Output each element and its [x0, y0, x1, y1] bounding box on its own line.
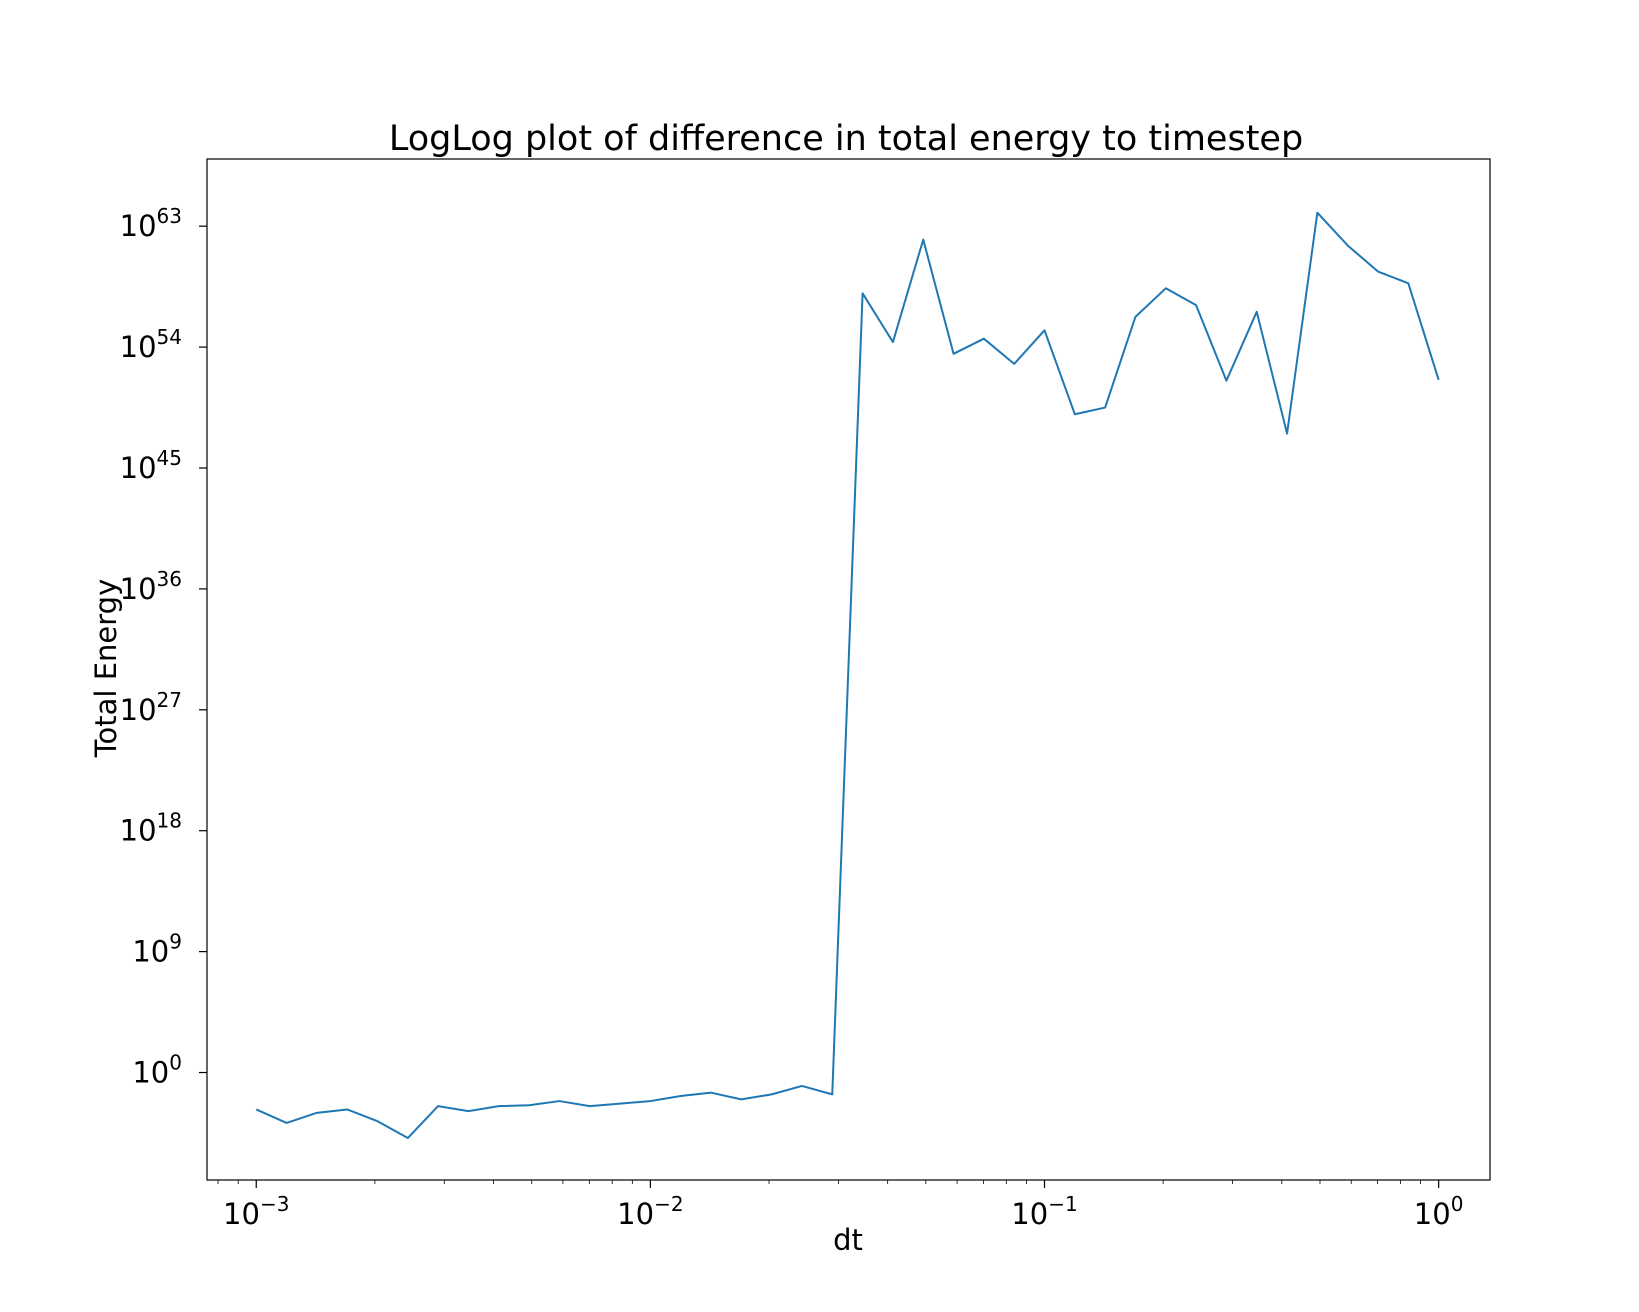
plot-frame	[206, 158, 1491, 1181]
y-tick-label-base: 10	[120, 693, 157, 727]
x-tick-label-base: 10	[617, 1197, 654, 1231]
y-tick-label-exponent: 0	[169, 1051, 182, 1075]
x-tick-label-base: 10	[223, 1197, 260, 1231]
y-tick-label: 100	[132, 1051, 182, 1090]
y-tick-label-base: 10	[120, 330, 157, 364]
x-axis-ticks: 10−3 10−2 10−1 100	[217, 1180, 1464, 1231]
y-tick-label-base: 10	[120, 572, 157, 606]
y-tick-label: 1018	[120, 809, 182, 848]
y-tick-label-exponent: 54	[157, 325, 182, 349]
y-tick-label-base: 10	[132, 935, 169, 969]
x-tick-label-exponent: 0	[1451, 1192, 1464, 1216]
x-tick-label: 10−2	[617, 1192, 683, 1231]
y-tick-label: 1027	[120, 688, 182, 727]
y-tick-label-base: 10	[132, 1056, 169, 1090]
y-tick-label-exponent: 36	[157, 567, 182, 591]
x-tick-label: 10−3	[223, 1192, 289, 1231]
x-tick-label-base: 10	[1414, 1197, 1451, 1231]
y-tick-label: 1036	[120, 567, 182, 606]
y-axis-label: Total Energy	[89, 579, 123, 758]
y-tick-label-exponent: 27	[157, 688, 182, 712]
series-line-0	[255, 211, 1440, 1140]
x-tick-label-exponent: −1	[1048, 1192, 1077, 1216]
y-tick-label-exponent: 63	[157, 204, 182, 228]
y-tick-label-base: 10	[120, 451, 157, 485]
y-tick-label: 1054	[120, 325, 182, 364]
y-tick-label-base: 10	[120, 209, 157, 243]
x-axis-label: dt	[833, 1223, 863, 1257]
plot-content	[255, 211, 1440, 1140]
y-tick-label: 1063	[120, 204, 182, 243]
chart-title: LogLog plot of difference in total energ…	[389, 119, 1303, 159]
x-tick-label: 10−1	[1011, 1192, 1077, 1231]
y-tick-label-exponent: 45	[157, 446, 182, 470]
x-tick-label: 100	[1414, 1192, 1464, 1231]
x-tick-label-exponent: −3	[260, 1192, 289, 1216]
y-tick-label-exponent: 18	[157, 809, 182, 833]
y-tick-label: 109	[132, 930, 182, 969]
y-tick-label-base: 10	[120, 814, 157, 848]
y-tick-label-exponent: 9	[169, 930, 182, 954]
x-tick-label-base: 10	[1011, 1197, 1048, 1231]
y-tick-label: 1045	[120, 446, 182, 485]
x-tick-label-exponent: −2	[654, 1192, 683, 1216]
